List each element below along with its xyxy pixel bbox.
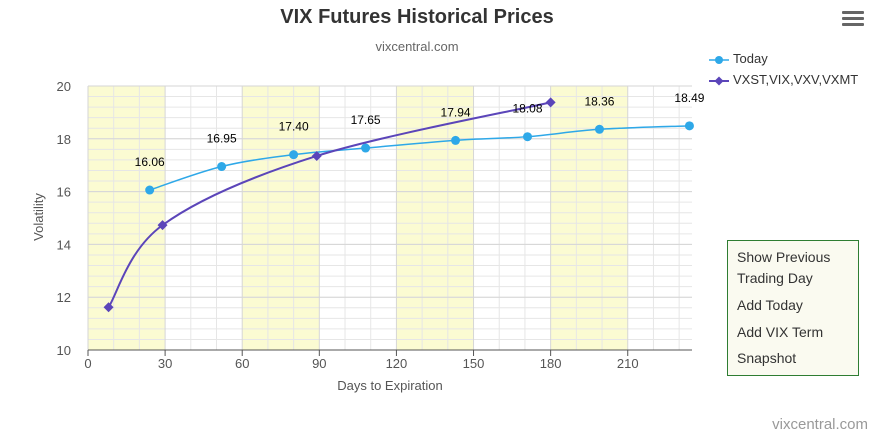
data-label-4: 17.94 bbox=[441, 105, 471, 119]
highlight-band-0 bbox=[88, 86, 166, 350]
data-label-2: 17.40 bbox=[279, 120, 309, 134]
compare-options-panel: Show Previous Trading Day Add Today Add … bbox=[727, 240, 859, 376]
data-point-today-0[interactable] bbox=[145, 185, 155, 195]
x-tick-label-120: 120 bbox=[386, 356, 408, 371]
y-tick-label-12: 12 bbox=[57, 290, 71, 305]
y-tick-label-10: 10 bbox=[57, 343, 71, 358]
x-tick-label-0: 0 bbox=[84, 356, 91, 371]
x-tick-label-210: 210 bbox=[617, 356, 639, 371]
legend-marker-term bbox=[709, 76, 729, 86]
chart-subtitle: vixcentral.com bbox=[375, 39, 459, 54]
snapshot-button[interactable]: Snapshot bbox=[737, 350, 797, 366]
show-previous-trading-day-button[interactable]: Show Previous Trading Day bbox=[737, 249, 831, 286]
x-tick-label-90: 90 bbox=[312, 356, 326, 371]
data-point-term-1[interactable] bbox=[157, 220, 168, 231]
data-point-today-7[interactable] bbox=[684, 121, 694, 131]
hamburger-menu-icon[interactable] bbox=[842, 9, 864, 29]
data-point-term-0[interactable] bbox=[103, 302, 114, 313]
data-label-6: 18.36 bbox=[584, 94, 614, 108]
highlight-band-1 bbox=[242, 86, 320, 350]
legend-label-today: Today bbox=[733, 51, 768, 66]
legend-label-term: VXST,VIX,VXV,VXMT bbox=[733, 72, 859, 87]
chart-title: VIX Futures Historical Prices bbox=[280, 6, 554, 28]
data-point-today-6[interactable] bbox=[594, 124, 604, 134]
legend-marker-today bbox=[709, 56, 729, 64]
data-point-today-1[interactable] bbox=[217, 162, 227, 172]
y-tick-label-14: 14 bbox=[57, 237, 71, 252]
data-point-today-3[interactable] bbox=[361, 143, 371, 153]
data-point-term-3[interactable] bbox=[545, 97, 556, 108]
highlight-band-2 bbox=[396, 86, 474, 350]
y-axis-title: Volatility bbox=[31, 193, 46, 241]
data-point-today-2[interactable] bbox=[289, 150, 299, 160]
data-point-today-5[interactable] bbox=[523, 132, 533, 142]
data-point-term-2[interactable] bbox=[311, 150, 322, 161]
highlight-band-3 bbox=[550, 86, 628, 350]
x-tick-label-30: 30 bbox=[158, 356, 172, 371]
data-label-3: 17.65 bbox=[351, 113, 381, 127]
y-tick-label-20: 20 bbox=[57, 79, 71, 94]
add-today-button[interactable]: Add Today bbox=[737, 297, 803, 313]
series-line-1[interactable] bbox=[107, 101, 551, 308]
data-label-1: 16.95 bbox=[207, 132, 237, 146]
x-tick-label-150: 150 bbox=[463, 356, 485, 371]
y-tick-label-16: 16 bbox=[57, 185, 71, 200]
data-label-5: 18.08 bbox=[512, 102, 542, 116]
x-axis-title: Days to Expiration bbox=[337, 378, 443, 393]
y-tick-label-18: 18 bbox=[57, 132, 71, 147]
add-vix-term-button[interactable]: Add VIX Term bbox=[737, 324, 824, 340]
x-tick-label-180: 180 bbox=[540, 356, 562, 371]
data-label-0: 16.06 bbox=[135, 155, 165, 169]
credit-link[interactable]: vixcentral.com bbox=[772, 416, 868, 433]
data-label-7: 18.49 bbox=[674, 91, 704, 105]
data-point-today-4[interactable] bbox=[451, 135, 461, 145]
x-tick-label-60: 60 bbox=[235, 356, 249, 371]
